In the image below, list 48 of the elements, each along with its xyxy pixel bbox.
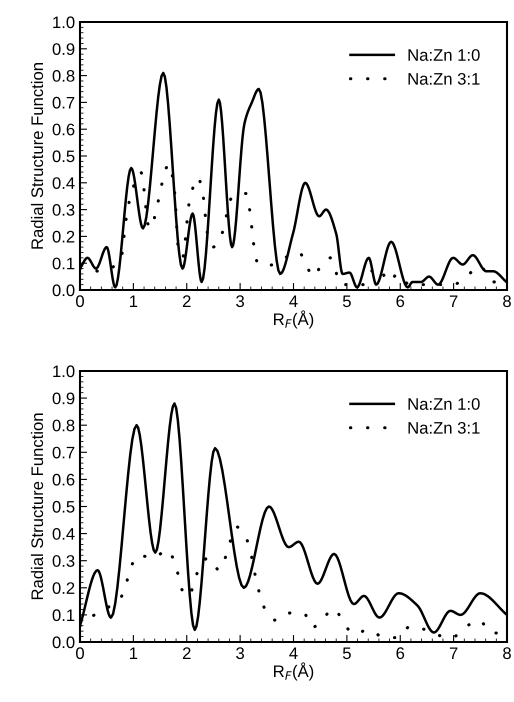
legend-label: Na:Zn 1:0 [408, 398, 480, 410]
y-tick-label: 0.0 [52, 636, 74, 648]
x-tick-label: 0 [76, 647, 84, 660]
y-tick-label: 0.0 [52, 284, 74, 296]
y-axis-title: Radial Structure Function [30, 414, 44, 600]
y-tick-label: 0.2 [52, 230, 74, 243]
y-tick-label: 1.0 [53, 16, 74, 28]
x-tick-label: 8 [503, 647, 511, 660]
y-tick-label: 0.7 [52, 446, 74, 459]
x-tick-label: 4 [289, 647, 298, 659]
x-tick-label: 0 [76, 295, 84, 308]
x-axis-title: R$_{F}$(Å) [274, 662, 314, 680]
x-tick-label: 1 [130, 647, 138, 659]
x-tick-label: 6 [396, 647, 404, 660]
x-tick-label: 1 [130, 295, 138, 307]
x-tick-label: 8 [503, 295, 511, 308]
x-tick-label: 3 [236, 295, 244, 308]
y-tick-label: 0.3 [52, 204, 74, 216]
x-tick-label: 7 [450, 295, 458, 307]
y-tick-label: 0.4 [52, 528, 75, 540]
y-axis-title: Radial Structure Function [30, 63, 44, 249]
y-tick-label: 1.0 [53, 365, 74, 378]
y-tick-label: 0.9 [52, 43, 74, 56]
y-tick-label: 0.5 [52, 150, 74, 162]
y-tick-label: 0.6 [52, 474, 74, 486]
y-tick-label: 0.8 [52, 70, 74, 82]
x-tick-label: 4 [289, 295, 298, 307]
legend-label: Na:Zn 3:1 [408, 422, 480, 434]
y-tick-label: 0.2 [52, 582, 74, 594]
y-tick-label: 0.1 [52, 258, 74, 270]
x-tick-label: 2 [182, 295, 191, 307]
x-tick-label: 2 [182, 647, 191, 659]
y-tick-label: 0.5 [52, 500, 74, 513]
x-tick-label: 5 [342, 647, 351, 660]
x-tick-label: 3 [236, 647, 244, 660]
x-tick-label: 5 [342, 295, 351, 308]
legend-label: Na:Zn 3:1 [408, 72, 480, 85]
x-axis-title: R$_{F}$(Å) [274, 310, 314, 328]
y-tick-label: 0.4 [52, 177, 75, 190]
y-tick-label: 0.3 [52, 555, 74, 567]
legend-label: Na:Zn 1:0 [408, 49, 480, 61]
y-tick-label: 0.7 [52, 96, 74, 109]
y-tick-label: 0.9 [52, 392, 74, 404]
y-tick-label: 0.1 [52, 609, 74, 622]
x-tick-label: 7 [450, 647, 458, 659]
y-tick-label: 0.6 [52, 124, 74, 136]
x-tick-label: 6 [396, 295, 404, 308]
y-tick-label: 0.8 [52, 420, 74, 432]
